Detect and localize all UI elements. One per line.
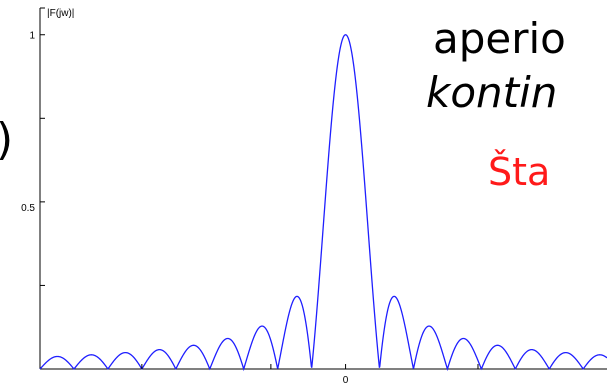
series-line-magnitude	[39, 34, 607, 372]
tick-marks	[40, 34, 479, 369]
slide-text-line-2: kontin	[426, 68, 558, 117]
x-tick-label-0: 0	[343, 375, 349, 386]
y-tick-label-1: 1	[29, 31, 35, 42]
slide-text-line-3: Šta	[488, 150, 551, 194]
slide-text-paren: )	[0, 114, 13, 165]
axes	[39, 7, 607, 370]
slide-text-line-1: aperio	[433, 14, 566, 63]
y-tick-label-0.5: 0.5	[21, 203, 35, 214]
y-axis-label: |F(jw)|	[47, 8, 74, 19]
